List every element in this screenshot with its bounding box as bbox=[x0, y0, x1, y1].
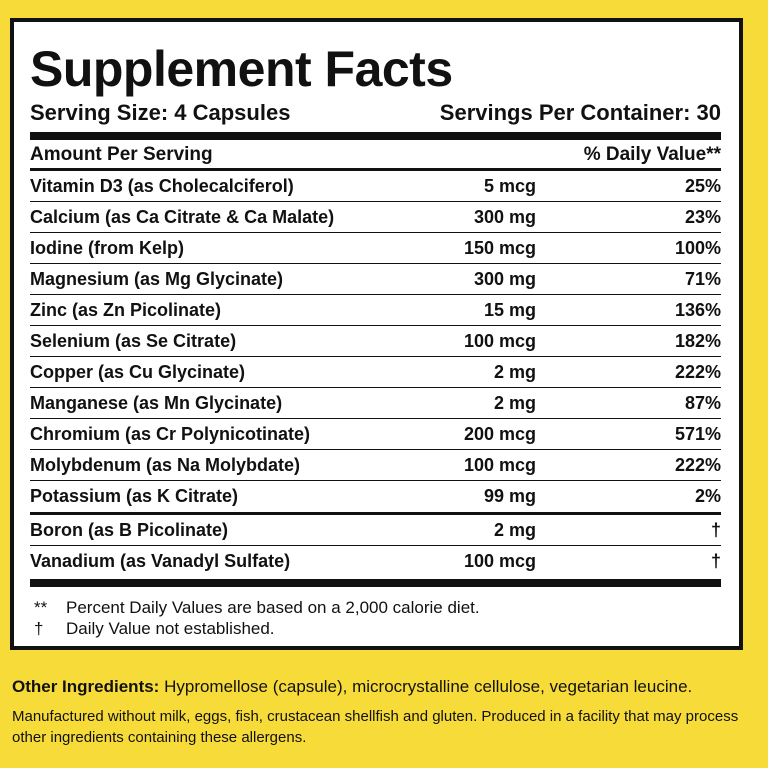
footnotes: ** Percent Daily Values are based on a 2… bbox=[30, 597, 721, 639]
nutrient-row: Vanadium (as Vanadyl Sulfate) 100 mcg † bbox=[30, 546, 721, 577]
nutrient-daily-value: 182% bbox=[674, 330, 721, 351]
serving-info: Serving Size: 4 Capsules Servings Per Co… bbox=[30, 100, 721, 126]
nutrient-name: Copper (as Cu Glycinate) bbox=[30, 361, 246, 382]
nutrient-amount: 15 mg bbox=[483, 299, 536, 320]
other-ingredients-label: Other Ingredients: bbox=[12, 677, 160, 696]
nutrient-daily-value: 136% bbox=[674, 299, 721, 320]
nutrient-daily-value: 71% bbox=[684, 268, 721, 289]
divider-thick bbox=[30, 579, 721, 587]
nutrient-name: Magnesium (as Mg Glycinate) bbox=[30, 268, 284, 289]
nutrient-name: Calcium (as Ca Citrate & Ca Malate) bbox=[30, 206, 335, 227]
nutrient-name: Selenium (as Se Citrate) bbox=[30, 330, 237, 351]
nutrient-amount: 200 mcg bbox=[463, 423, 536, 444]
divider-medium bbox=[30, 512, 721, 515]
nutrient-row: Boron (as B Picolinate) 2 mg † bbox=[30, 515, 721, 546]
footnote-text: Percent Daily Values are based on a 2,00… bbox=[66, 598, 480, 617]
serving-size: Serving Size: 4 Capsules bbox=[30, 100, 291, 125]
nutrient-row: Chromium (as Cr Polynicotinate) 200 mcg 57… bbox=[30, 419, 721, 450]
nutrient-row: Potassium (as K Citrate) 99 mg 2% bbox=[30, 481, 721, 512]
other-nutrient-list: Boron (as B Picolinate) 2 mg † Vanadium (as… bbox=[30, 515, 721, 577]
footnote-symbol: ** bbox=[34, 598, 48, 617]
nutrient-amount: 2 mg bbox=[493, 392, 536, 413]
nutrient-daily-value: 87% bbox=[684, 392, 721, 413]
nutrient-row: Vitamin D3 (as Cholecalciferol) 5 mcg 25% bbox=[30, 171, 721, 202]
daily-value-header: % Daily Value** bbox=[583, 144, 721, 165]
nutrient-amount: 300 mg bbox=[473, 268, 536, 289]
nutrient-daily-value: 25% bbox=[684, 175, 721, 196]
panel-title: Supplement Facts bbox=[30, 41, 453, 97]
nutrient-daily-value: 222% bbox=[674, 454, 721, 475]
nutrient-name: Molybdenum (as Na Molybdate) bbox=[30, 454, 301, 475]
nutrient-amount: 99 mg bbox=[483, 486, 536, 506]
nutrient-row: Selenium (as Se Citrate) 100 mcg 182% bbox=[30, 326, 721, 357]
nutrient-row: Copper (as Cu Glycinate) 2 mg 222% bbox=[30, 357, 721, 388]
nutrient-row: Iodine (from Kelp) 150 mcg 100% bbox=[30, 233, 721, 264]
amount-per-serving-header: Amount Per Serving bbox=[30, 144, 213, 165]
nutrient-name: Potassium (as K Citrate) bbox=[30, 486, 239, 506]
nutrient-name: Vitamin D3 (as Cholecalciferol) bbox=[30, 175, 294, 196]
nutrient-row: Zinc (as Zn Picolinate) 15 mg 136% bbox=[30, 295, 721, 326]
nutrient-daily-value: 571% bbox=[674, 423, 721, 444]
footnote: † Daily Value not established. bbox=[30, 618, 721, 639]
nutrient-amount: 100 mcg bbox=[463, 551, 536, 571]
nutrient-row: Calcium (as Ca Citrate & Ca Malate) 300 m… bbox=[30, 202, 721, 233]
nutrient-amount: 100 mcg bbox=[463, 330, 536, 351]
nutrient-row: Magnesium (as Mg Glycinate) 300 mg 71% bbox=[30, 264, 721, 295]
table-header: Amount Per Serving % Daily Value** bbox=[30, 140, 721, 168]
nutrient-amount: 150 mcg bbox=[463, 237, 536, 258]
nutrient-name: Zinc (as Zn Picolinate) bbox=[30, 299, 222, 320]
footnote: ** Percent Daily Values are based on a 2… bbox=[30, 597, 721, 618]
nutrient-daily-value: 23% bbox=[684, 206, 721, 227]
nutrient-amount: 300 mg bbox=[473, 206, 536, 227]
nutrient-name: Boron (as B Picolinate) bbox=[30, 519, 229, 540]
nutrient-amount: 2 mg bbox=[493, 519, 536, 540]
nutrient-name: Manganese (as Mn Glycinate) bbox=[30, 392, 283, 413]
footnote-symbol: † bbox=[34, 619, 44, 638]
divider-medium bbox=[30, 168, 721, 171]
manufacturing-note: Manufactured without milk, eggs, fish, c… bbox=[12, 708, 739, 746]
nutrient-daily-value: 100% bbox=[674, 237, 721, 258]
nutrient-amount: 2 mg bbox=[493, 361, 536, 382]
nutrient-list: Vitamin D3 (as Cholecalciferol) 5 mcg 25% C… bbox=[30, 171, 721, 512]
footnote-text: Daily Value not established. bbox=[66, 619, 275, 638]
nutrient-amount: 100 mcg bbox=[463, 454, 536, 475]
supplement-facts-panel: Supplement Facts Serving Size: 4 Capsule… bbox=[10, 18, 743, 650]
nutrient-name: Iodine (from Kelp) bbox=[30, 237, 184, 258]
nutrient-name: Vanadium (as Vanadyl Sulfate) bbox=[30, 551, 291, 571]
other-ingredients: Other Ingredients: Hypromellose (capsule… bbox=[12, 676, 762, 698]
nutrient-daily-value: † bbox=[710, 551, 721, 571]
nutrient-row: Molybdenum (as Na Molybdate) 100 mcg 222% bbox=[30, 450, 721, 481]
servings-per-container: Servings Per Container: 30 bbox=[439, 100, 721, 125]
nutrient-amount: 5 mcg bbox=[483, 175, 536, 196]
nutrient-daily-value: † bbox=[710, 519, 721, 540]
nutrient-row: Manganese (as Mn Glycinate) 2 mg 87% bbox=[30, 388, 721, 419]
nutrient-name: Chromium (as Cr Polynicotinate) bbox=[30, 423, 311, 444]
other-ingredients-text: Hypromellose (capsule), microcrystalline… bbox=[159, 677, 693, 696]
divider-thick bbox=[30, 132, 721, 140]
nutrient-daily-value: 2% bbox=[694, 486, 721, 506]
nutrient-daily-value: 222% bbox=[674, 361, 721, 382]
